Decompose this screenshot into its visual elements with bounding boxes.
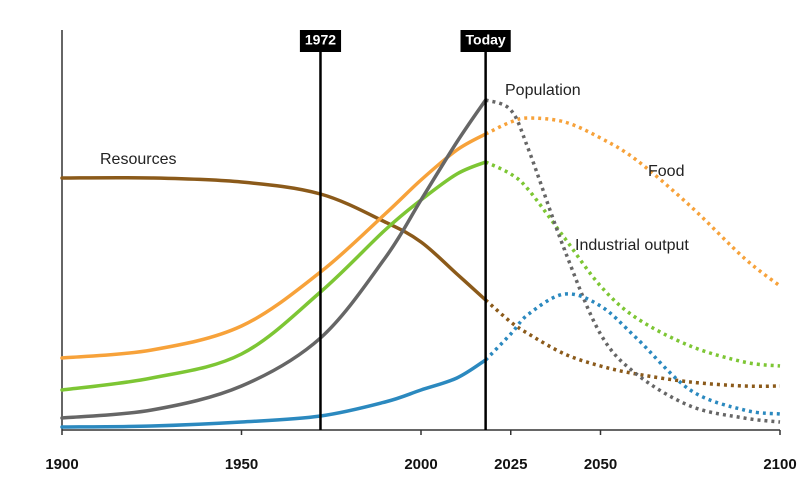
forecast-line bbox=[484, 160, 781, 368]
marker-label: 1972 bbox=[305, 32, 336, 48]
series-label: Food bbox=[648, 163, 684, 180]
x-tick-label: 2000 bbox=[404, 456, 437, 473]
x-tick-label: 2050 bbox=[584, 456, 617, 473]
marker-label: Today bbox=[466, 32, 506, 48]
marker-box bbox=[299, 30, 342, 52]
x-tick-label: 2025 bbox=[494, 456, 527, 473]
forecast-line bbox=[484, 98, 781, 424]
history-line bbox=[60, 98, 488, 420]
x-tick-label: 1950 bbox=[225, 456, 258, 473]
series-label: Resources bbox=[100, 151, 176, 168]
x-tick-label: 2100 bbox=[763, 456, 796, 473]
forecast-line bbox=[484, 292, 781, 416]
history-line bbox=[60, 358, 488, 429]
forecast-line bbox=[484, 116, 782, 288]
history-line bbox=[60, 160, 488, 392]
history-line bbox=[60, 175, 488, 302]
x-tick-label: 1900 bbox=[45, 456, 78, 473]
marker-box bbox=[460, 30, 511, 52]
series-label: Industrial output bbox=[575, 237, 689, 254]
forecast-line bbox=[484, 298, 781, 389]
series-label: Population bbox=[505, 82, 581, 99]
